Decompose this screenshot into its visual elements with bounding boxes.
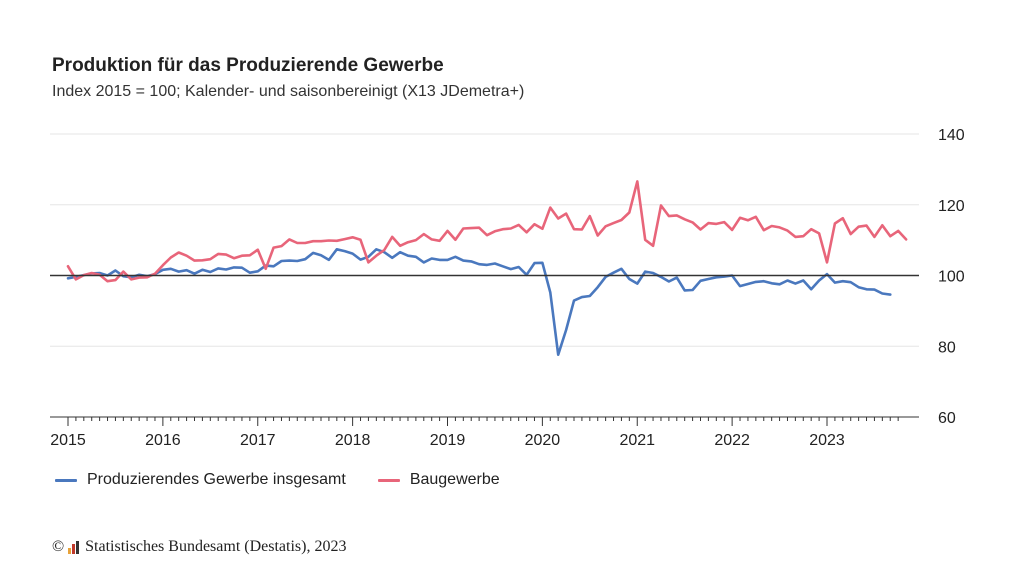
chart-legend: Produzierendes Gewerbe insgesamt Baugewe… [55,471,532,489]
y-tick-label: 100 [938,269,965,286]
x-tick-label: 2015 [50,432,86,449]
chart-subtitle: Index 2015 = 100; Kalender- und saisonbe… [52,83,525,100]
y-tick-label: 60 [938,410,956,427]
x-tick-label: 2023 [809,432,845,449]
x-tick-label: 2018 [335,432,371,449]
y-tick-label: 140 [938,127,965,144]
legend-item-baugewerbe[interactable]: Baugewerbe [377,471,500,489]
series-line-produzierendes-gewerbe [66,248,892,357]
x-tick-label: 2017 [240,432,276,449]
x-tick-label: 2020 [525,432,561,449]
x-tick-label: 2021 [619,432,655,449]
chart-title: Produktion für das Produzierende Gewerbe [52,55,444,76]
source-footer: © Statistisches Bundesamt (Destatis), 20… [52,538,346,556]
x-tick-label: 2019 [430,432,466,449]
destatis-logo-icon [68,540,80,554]
y-tick-label: 80 [938,339,956,356]
source-text: Statistisches Bundesamt (Destatis), 2023 [85,538,347,555]
x-tick-label: 2022 [714,432,750,449]
series-line-baugewerbe [66,180,908,283]
y-tick-label: 120 [938,198,965,215]
legend-label: Produzierendes Gewerbe insgesamt [87,471,346,488]
copyright-symbol: © [52,538,65,555]
legend-label: Baugewerbe [409,471,500,488]
legend-item-produzierendes-gewerbe[interactable]: Produzierendes Gewerbe insgesamt [55,471,346,489]
legend-swatch-blue [55,478,77,482]
x-tick-label: 2016 [145,432,181,449]
legend-swatch-red [377,478,400,482]
